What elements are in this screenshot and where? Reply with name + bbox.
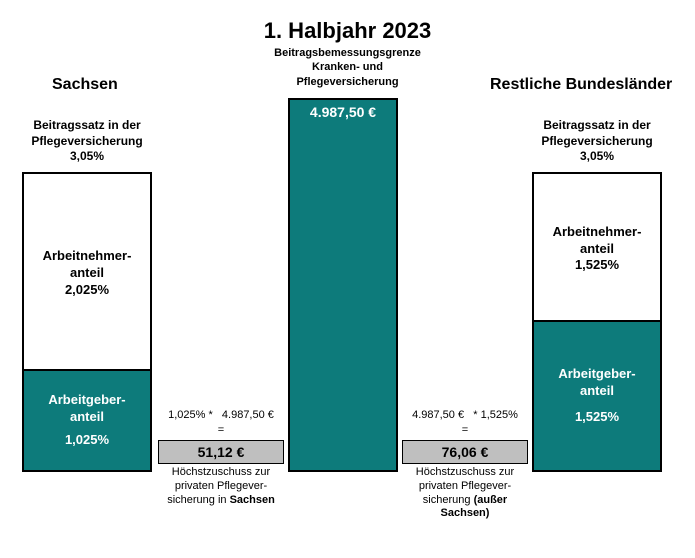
rest-calc-eq: = bbox=[462, 424, 468, 436]
sachsen-an-label: Arbeitnehmer- anteil bbox=[43, 248, 132, 282]
sachsen-cap-l3a: sicherung in bbox=[167, 494, 229, 506]
subtitle-l1: Beitragsbemessungsgrenze bbox=[274, 47, 421, 59]
rest-title: Restliche Bundesländer bbox=[490, 76, 672, 94]
sachsen-ag-value: 1,025% bbox=[65, 432, 109, 449]
subtitle-l3: Pflegeversicherung bbox=[296, 76, 398, 88]
rest-calc-left: 4.987,50 € bbox=[412, 409, 464, 421]
rest-result: 76,06 € bbox=[402, 440, 528, 464]
sachsen-cap-l1: Höchstzuschuss zur bbox=[172, 466, 270, 478]
rest-an-value: 1,525% bbox=[575, 257, 619, 274]
rest-an-segment: Arbeitnehmer- anteil 1,525% bbox=[534, 174, 660, 324]
rest-ag-segment: Arbeitgeber- anteil 1,525% bbox=[534, 320, 660, 470]
rest-calc: 4.987,50 € * 1,525% = bbox=[402, 408, 528, 439]
center-bar: 4.987,50 € bbox=[288, 98, 398, 472]
rest-rate-l2: Pflegeversicherung bbox=[541, 134, 652, 148]
rest-rate-label: Beitragssatz in der Pflegeversicherung 3… bbox=[532, 118, 662, 165]
sachsen-cap-l3b: Sachsen bbox=[230, 494, 275, 506]
rest-caption: Höchstzuschuss zur privaten Pflegever- s… bbox=[402, 466, 528, 521]
sachsen-rate-l1: Beitragssatz in der bbox=[33, 118, 140, 132]
sachsen-title: Sachsen bbox=[52, 76, 118, 94]
sachsen-an-segment: Arbeitnehmer- anteil 2,025% bbox=[24, 174, 150, 373]
center-bar-value: 4.987,50 € bbox=[290, 104, 396, 120]
rest-cap-l1: Höchstzuschuss zur bbox=[416, 466, 514, 478]
rest-calc-right: * 1,525% bbox=[473, 409, 518, 421]
sachsen-bar: Arbeitnehmer- anteil 2,025% Arbeitgeber-… bbox=[22, 172, 152, 472]
rest-cap-l2: privaten Pflegever- bbox=[419, 480, 511, 492]
rest-an-label: Arbeitnehmer- anteil bbox=[553, 224, 642, 258]
rest-bar: Arbeitnehmer- anteil 1,525% Arbeitgeber-… bbox=[532, 172, 662, 472]
rest-rate-l1: Beitragssatz in der bbox=[543, 118, 650, 132]
sachsen-calc-eq: = bbox=[218, 424, 224, 436]
sachsen-ag-label: Arbeitgeber- anteil bbox=[48, 392, 125, 426]
rest-rate-value: 3,05% bbox=[580, 149, 614, 163]
sachsen-caption: Höchstzuschuss zur privaten Pflegever- s… bbox=[158, 466, 284, 507]
sachsen-rate-label: Beitragssatz in der Pflegeversicherung 3… bbox=[22, 118, 152, 165]
sachsen-rate-value: 3,05% bbox=[70, 149, 104, 163]
sachsen-calc-right: 4.987,50 € bbox=[222, 409, 274, 421]
sachsen-rate-l2: Pflegeversicherung bbox=[31, 134, 142, 148]
sachsen-cap-l2: privaten Pflegever- bbox=[175, 480, 267, 492]
chart-container: 1. Halbjahr 2023 Beitragsbemessungsgrenz… bbox=[10, 10, 685, 548]
rest-ag-label: Arbeitgeber- anteil bbox=[558, 366, 635, 400]
sachsen-ag-segment: Arbeitgeber- anteil 1,025% bbox=[24, 369, 150, 470]
sachsen-result: 51,12 € bbox=[158, 440, 284, 464]
rest-cap-l3a: sicherung bbox=[423, 494, 474, 506]
rest-ag-value: 1,525% bbox=[575, 409, 619, 426]
subtitle-l2: Kranken- und bbox=[312, 61, 383, 73]
sachsen-an-value: 2,025% bbox=[65, 282, 109, 299]
sachsen-calc: 1,025% * 4.987,50 € = bbox=[158, 408, 284, 439]
main-title: 1. Halbjahr 2023 bbox=[10, 18, 685, 44]
sachsen-calc-left: 1,025% * bbox=[168, 409, 213, 421]
